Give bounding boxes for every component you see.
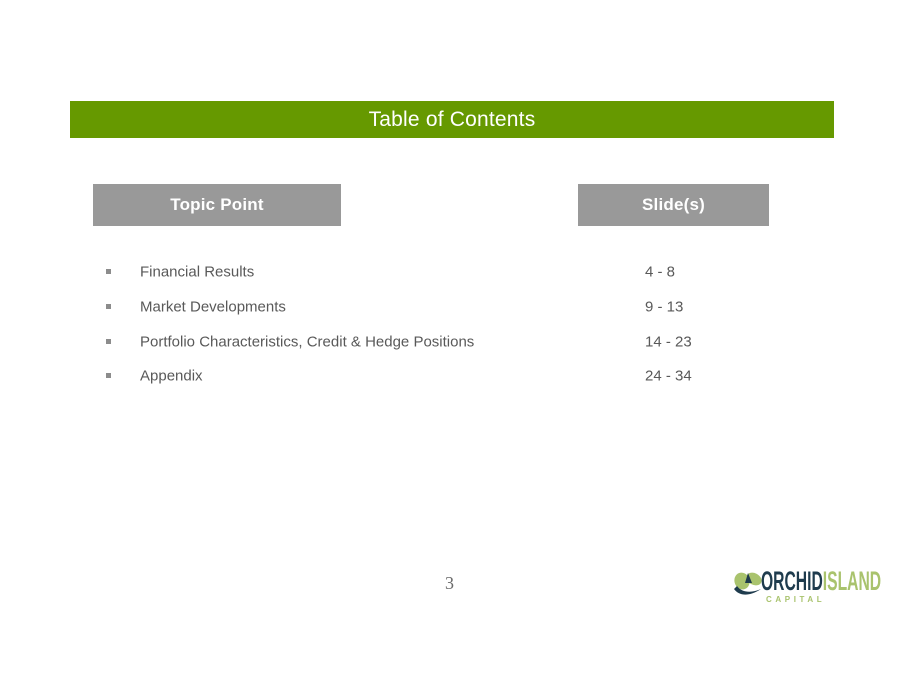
- slide-title: Table of Contents: [368, 107, 536, 131]
- table-row: Financial Results 4 - 8: [0, 255, 899, 290]
- column-header-slides-label: Slide(s): [641, 195, 705, 214]
- toc-topic: Portfolio Characteristics, Credit & Hedg…: [140, 333, 475, 351]
- column-header-topic-point: Topic Point: [93, 184, 341, 226]
- slide-title-bar: Table of Contents: [70, 101, 834, 138]
- bullet-square-icon: [106, 338, 111, 344]
- toc-pages: 24 - 34: [645, 367, 692, 385]
- logo-word-island: ISLAND: [822, 566, 882, 596]
- table-row: Appendix 24 - 34: [0, 359, 899, 394]
- toc-topic: Appendix: [140, 367, 203, 385]
- orchid-island-capital-logo: ORCHIDISLAND CAPITAL: [733, 565, 893, 610]
- column-header-slides: Slide(s): [578, 184, 769, 226]
- table-row: Portfolio Characteristics, Credit & Hedg…: [0, 324, 899, 359]
- page-number: 3: [445, 573, 454, 593]
- logo-word-orchid: ORCHID: [761, 566, 823, 596]
- bullet-square-icon: [106, 269, 111, 275]
- table-row: Market Developments 9 - 13: [0, 290, 899, 325]
- orchid-flower-icon: [734, 572, 762, 595]
- toc-pages: 4 - 8: [645, 263, 676, 281]
- toc-pages: 14 - 23: [645, 333, 692, 351]
- bullet-square-icon: [106, 304, 111, 310]
- toc-topic: Market Developments: [140, 298, 286, 316]
- logo-wordmark: ORCHIDISLAND: [761, 568, 881, 595]
- toc-pages: 9 - 13: [645, 298, 684, 316]
- logo-subtitle-capital: CAPITAL: [766, 595, 826, 604]
- column-header-topic-label: Topic Point: [170, 195, 264, 214]
- toc-topic: Financial Results: [140, 263, 255, 281]
- toc-list: Financial Results 4 - 8 Market Developme…: [0, 255, 899, 394]
- bullet-square-icon: [106, 373, 111, 379]
